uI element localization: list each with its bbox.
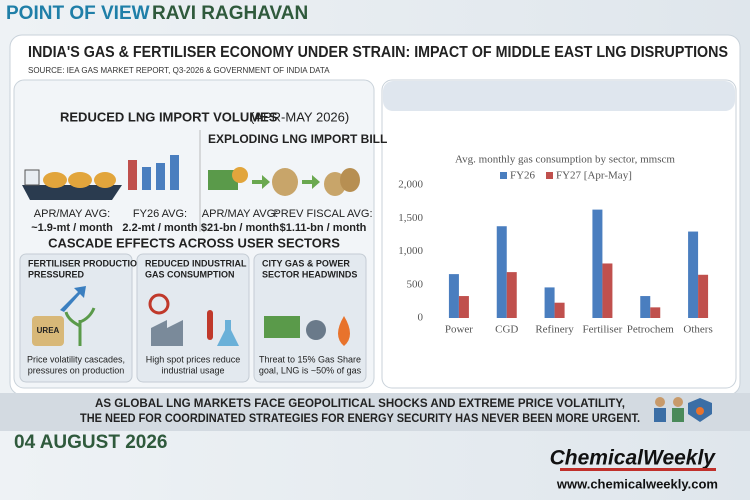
bar	[506, 272, 517, 318]
card-title: SECTOR HEADWINDS	[262, 269, 357, 279]
chart-panel-header	[383, 81, 735, 111]
people-icon	[654, 397, 712, 422]
x-tick-label: Refinery	[535, 324, 574, 336]
x-tick-label: CGD	[495, 324, 518, 336]
ban-icon	[148, 293, 170, 315]
main-title: INDIA'S GAS & FERTILISER ECONOMY UNDER S…	[28, 44, 728, 61]
card-title: PRESSURED	[28, 269, 85, 279]
logo-url: www.chemicalweekly.com	[556, 476, 718, 491]
banner	[0, 393, 750, 431]
flask-icon	[217, 320, 239, 346]
plant-icon	[64, 307, 96, 346]
logo-rule	[560, 468, 716, 471]
stat-value: $21-bn / month	[201, 222, 280, 234]
bar	[592, 209, 603, 318]
ship-icon	[22, 169, 122, 200]
card-title: REDUCED INDUSTRIAL	[145, 258, 247, 268]
stat-label: APR/MAY AVG:	[202, 208, 278, 220]
bar	[544, 287, 555, 318]
header-author: RAVI RAGHAVAN	[152, 3, 308, 24]
bar	[698, 274, 709, 318]
y-tick-label: 2,000	[398, 179, 423, 191]
date: 04 AUGUST 2026	[14, 432, 167, 453]
volumes-heading: REDUCED LNG IMPORT VOLUMES	[60, 109, 278, 124]
card	[19, 253, 133, 383]
bar	[688, 231, 699, 318]
x-tick-label: Power	[445, 324, 473, 336]
flame-icon	[338, 316, 350, 346]
bar	[458, 296, 469, 318]
legend-swatch	[500, 172, 507, 179]
urea-bag	[32, 316, 64, 346]
bar	[554, 302, 565, 318]
card-text: High spot prices reduce	[146, 354, 241, 364]
thermometer-icon	[207, 310, 213, 340]
bar	[448, 274, 459, 318]
header-label: POINT OF VIEW	[6, 3, 150, 24]
x-tick-label: Fertiliser	[583, 324, 623, 336]
y-tick-label: 1,500	[398, 212, 423, 224]
y-tick-label: 0	[418, 312, 424, 324]
banner-line: THE NEED FOR COORDINATED STRATEGIES FOR …	[80, 411, 640, 425]
volumes-period: (APR-MAY 2026)	[250, 109, 349, 124]
source: SOURCE: IEA GAS MARKET REPORT, Q3-2026 &…	[28, 66, 330, 75]
stat-label: APR/MAY AVG:	[34, 208, 110, 220]
bar	[650, 307, 661, 318]
urea-label: UREA	[37, 326, 60, 335]
x-tick-label: Others	[683, 324, 712, 336]
card-text: Price volatility cascades,	[27, 354, 125, 364]
stat-value: 2.2-mt / month	[122, 222, 197, 234]
stat-label: PREV FISCAL AVG:	[273, 208, 372, 220]
stat-label: FY26 AVG:	[133, 208, 187, 220]
legend-label: FY27 [Apr-May]	[556, 170, 632, 182]
card-text: pressures on production	[28, 365, 125, 375]
bars-icon	[128, 155, 179, 190]
banner-line: AS GLOBAL LNG MARKETS FACE GEOPOLITICAL …	[95, 396, 625, 410]
stat-value: $1.11-bn / month	[280, 222, 367, 234]
chart-panel	[381, 79, 737, 389]
stat-value: ~1.9-mt / month	[31, 222, 113, 234]
card-text: Threat to 15% Gas Share	[259, 354, 361, 364]
money-icons	[208, 167, 360, 196]
card	[136, 253, 250, 383]
bill-heading: EXPLODING LNG IMPORT BILL	[208, 132, 387, 146]
cascade-heading: CASCADE EFFECTS ACROSS USER SECTORS	[48, 235, 340, 250]
card-title: FERTILISER PRODUCTION	[28, 258, 144, 268]
y-tick-label: 500	[407, 278, 424, 290]
factory-icon	[151, 320, 183, 346]
card-title: CITY GAS & POWER	[262, 258, 350, 268]
chart-title: Avg. monthly gas consumption by sector, …	[455, 154, 675, 166]
bar	[602, 263, 613, 318]
card	[253, 253, 367, 383]
legend-swatch	[546, 172, 553, 179]
logo-name: ChemicalWeekly	[550, 447, 717, 470]
bar	[496, 226, 507, 318]
gear-icon	[306, 320, 326, 340]
legend-label: FY26	[510, 170, 536, 182]
x-tick-label: Petrochem	[627, 324, 674, 336]
bar	[640, 296, 651, 318]
card-text: goal, LNG is ~50% of gas	[259, 365, 362, 375]
cash-icon	[264, 316, 300, 338]
y-tick-label: 1,000	[398, 245, 423, 257]
arrow-icon	[60, 286, 86, 312]
card-text: industrial usage	[161, 365, 224, 375]
card-title: GAS CONSUMPTION	[145, 269, 235, 279]
